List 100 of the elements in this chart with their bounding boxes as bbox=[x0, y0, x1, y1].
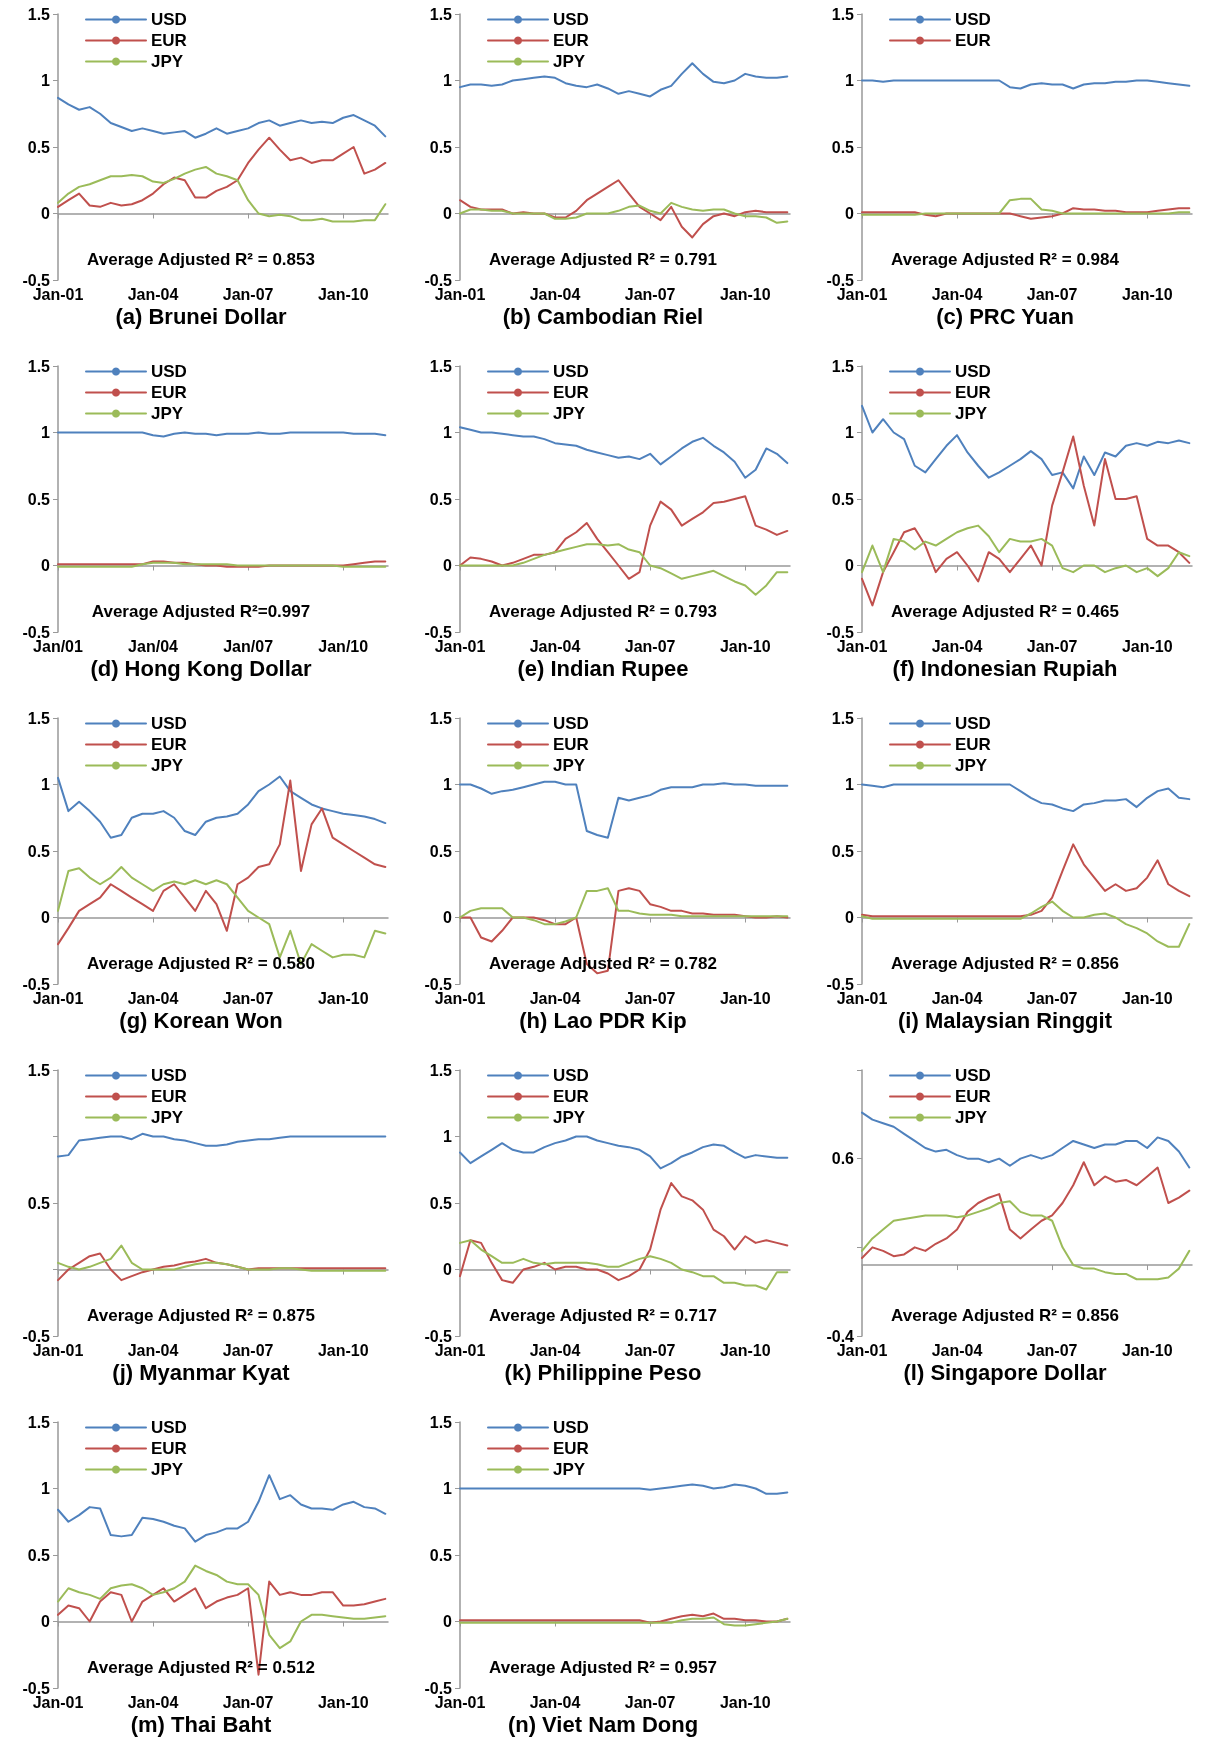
legend-label: JPY bbox=[553, 404, 586, 423]
x-tick-label: Jan-07 bbox=[1026, 637, 1078, 655]
y-tick-label: 0 bbox=[41, 1613, 51, 1630]
y-tick-label: 1 bbox=[443, 72, 453, 89]
y-tick-label: 0.5 bbox=[27, 1546, 51, 1564]
legend-label: USD bbox=[553, 1418, 589, 1437]
legend-label: USD bbox=[151, 362, 187, 381]
x-tick-label: Jan-10 bbox=[719, 1341, 771, 1359]
legend-label: JPY bbox=[151, 756, 184, 775]
y-tick-label: 0.6 bbox=[831, 1150, 855, 1168]
y-tick-label: 0.5 bbox=[429, 490, 453, 508]
y-tick-label: 0 bbox=[845, 205, 855, 222]
y-tick-label: 1 bbox=[41, 776, 51, 793]
legend-label: USD bbox=[553, 714, 589, 733]
x-tick-label: Jan-07 bbox=[624, 1341, 676, 1359]
legend-label: JPY bbox=[151, 404, 184, 423]
x-tick-label: Jan-07 bbox=[624, 989, 676, 1007]
annotation: Average Adjusted R² = 0.856 bbox=[891, 954, 1119, 973]
y-tick-label: 1 bbox=[443, 1128, 453, 1145]
legend-label: USD bbox=[151, 1066, 187, 1085]
text: (m) Thai Baht bbox=[130, 1711, 272, 1737]
legend-label: JPY bbox=[955, 756, 988, 775]
y-tick-label: 1.5 bbox=[831, 5, 855, 23]
text: (k) Philippine Peso bbox=[504, 1359, 702, 1385]
x-tick-label: Jan-04 bbox=[529, 1341, 581, 1359]
annotation: Average Adjusted R² = 0.580 bbox=[87, 954, 315, 973]
legend-label: EUR bbox=[151, 31, 187, 50]
y-tick-label: 1.5 bbox=[831, 709, 855, 727]
x-tick-label: Jan-10 bbox=[1121, 637, 1173, 655]
x-tick-label: Jan-10 bbox=[1121, 1341, 1173, 1359]
line-series bbox=[459, 1483, 789, 1495]
y-tick-label: 1.5 bbox=[27, 1413, 51, 1431]
legend-label: EUR bbox=[553, 31, 589, 50]
y-tick-label: 1.5 bbox=[27, 357, 51, 375]
legend-label: EUR bbox=[151, 1439, 187, 1458]
text: (n) Viet Nam Dong bbox=[507, 1711, 699, 1737]
line-series bbox=[861, 1200, 1191, 1281]
x-tick-label: Jan-04 bbox=[127, 989, 179, 1007]
x-tick-label: Jan/10 bbox=[318, 637, 369, 655]
legend-label: JPY bbox=[151, 1108, 184, 1127]
y-tick-label: 0.5 bbox=[27, 490, 51, 508]
x-tick-label: Jan-07 bbox=[222, 285, 274, 303]
x-tick-label: Jan-04 bbox=[529, 285, 581, 303]
x-tick-label: Jan-10 bbox=[317, 1693, 369, 1711]
legend-label: USD bbox=[151, 714, 187, 733]
y-tick-label: 1 bbox=[443, 1480, 453, 1497]
x-tick-label: Jan-04 bbox=[931, 1341, 983, 1359]
y-tick-label: 1.5 bbox=[831, 357, 855, 375]
y-tick-label: 1 bbox=[443, 776, 453, 793]
annotation: Average Adjusted R² = 0.957 bbox=[489, 1658, 717, 1677]
text: (j) Myanmar Kyat bbox=[112, 1359, 291, 1385]
y-tick-label: 0.5 bbox=[831, 842, 855, 860]
y-tick-label: 1 bbox=[41, 72, 51, 89]
legend-label: EUR bbox=[553, 383, 589, 402]
x-tick-label: Jan-10 bbox=[719, 989, 771, 1007]
legend-label: EUR bbox=[151, 735, 187, 754]
text: (g) Korean Won bbox=[119, 1007, 283, 1033]
x-tick-label: Jan-10 bbox=[317, 989, 369, 1007]
annotation: Average Adjusted R² = 0.465 bbox=[891, 602, 1119, 621]
legend-label: USD bbox=[955, 362, 991, 381]
y-tick-label: 1.5 bbox=[429, 357, 453, 375]
legend-label: EUR bbox=[151, 383, 187, 402]
x-tick-label: Jan-04 bbox=[127, 1341, 179, 1359]
legend-label: EUR bbox=[955, 383, 991, 402]
x-tick-label: Jan-10 bbox=[719, 637, 771, 655]
x-tick-label: Jan-04 bbox=[529, 637, 581, 655]
text: (b) Cambodian Riel bbox=[502, 303, 704, 329]
x-tick-label: Jan-07 bbox=[1026, 1341, 1078, 1359]
y-tick-label: 0.5 bbox=[429, 1546, 453, 1564]
y-tick-label: 0 bbox=[443, 1613, 453, 1630]
x-tick-label: Jan-07 bbox=[222, 989, 274, 1007]
y-tick-label: 0.5 bbox=[429, 138, 453, 156]
x-tick-label: Jan-04 bbox=[931, 989, 983, 1007]
legend-label: EUR bbox=[955, 1087, 991, 1106]
line-series bbox=[861, 1111, 1191, 1169]
x-tick-label: Jan-04 bbox=[529, 1693, 581, 1711]
x-tick-label: Jan-10 bbox=[719, 285, 771, 303]
y-tick-label: 1.5 bbox=[429, 5, 453, 23]
x-tick-label: Jan-10 bbox=[1121, 285, 1173, 303]
text: (a) Brunei Dollar bbox=[115, 303, 287, 329]
y-tick-label: 1.5 bbox=[27, 5, 51, 23]
line-series bbox=[459, 780, 789, 839]
line-series bbox=[459, 426, 789, 479]
y-tick-label: 1.5 bbox=[429, 709, 453, 727]
y-tick-label: 0 bbox=[41, 557, 51, 574]
line-series bbox=[861, 79, 1191, 90]
legend-label: USD bbox=[151, 10, 187, 29]
x-tick-label: Jan-07 bbox=[624, 637, 676, 655]
x-tick-label: Jan-10 bbox=[719, 1693, 771, 1711]
text: (e) Indian Rupee bbox=[517, 655, 689, 681]
legend-label: JPY bbox=[151, 52, 184, 71]
x-tick-label: Jan-07 bbox=[624, 1693, 676, 1711]
x-tick-label: Jan-04 bbox=[127, 285, 179, 303]
line-series bbox=[57, 96, 387, 139]
line-series bbox=[459, 1135, 789, 1170]
annotation: Average Adjusted R²=0.997 bbox=[91, 602, 311, 621]
y-tick-label: 1 bbox=[845, 72, 855, 89]
y-tick-label: 1 bbox=[845, 424, 855, 441]
line-series bbox=[57, 775, 387, 839]
y-tick-label: 0.5 bbox=[831, 490, 855, 508]
